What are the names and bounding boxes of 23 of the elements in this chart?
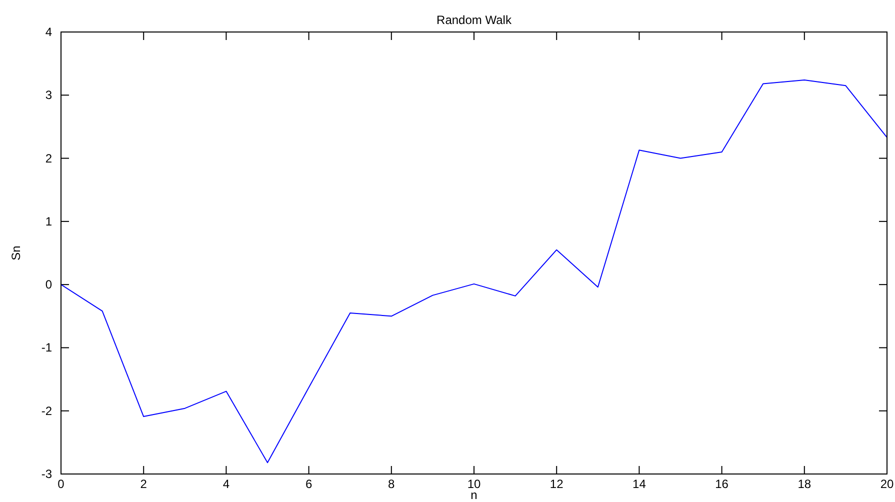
y-axis-title: Sn — [9, 246, 23, 260]
x-tick-label: 14 — [632, 477, 646, 491]
x-tick-label: 2 — [140, 477, 148, 491]
x-axis-title: n — [470, 488, 478, 502]
line-series — [61, 79, 887, 464]
x-tick-label: 18 — [798, 477, 812, 491]
x-tick-label: 8 — [388, 477, 396, 491]
x-tick-label: 4 — [222, 477, 230, 491]
y-tick-label: 1 — [45, 214, 52, 228]
y-tick-label: 0 — [45, 278, 52, 292]
chart-title: Random Walk — [436, 13, 512, 27]
y-tick-label: -1 — [41, 340, 52, 355]
x-tick-label: 6 — [305, 477, 312, 491]
x-tick-label: 16 — [715, 477, 729, 491]
x-tick-label: 12 — [550, 477, 564, 491]
y-tick-label: -3 — [41, 467, 52, 481]
x-tick-label: 10 — [467, 477, 481, 491]
y-tick-label: 2 — [45, 151, 52, 166]
x-tick-label: 20 — [880, 477, 894, 491]
x-tick-label: 0 — [58, 477, 65, 491]
y-tick-label: 4 — [45, 25, 52, 39]
y-tick-label: 3 — [45, 88, 52, 102]
y-tick-label: -2 — [41, 404, 52, 418]
